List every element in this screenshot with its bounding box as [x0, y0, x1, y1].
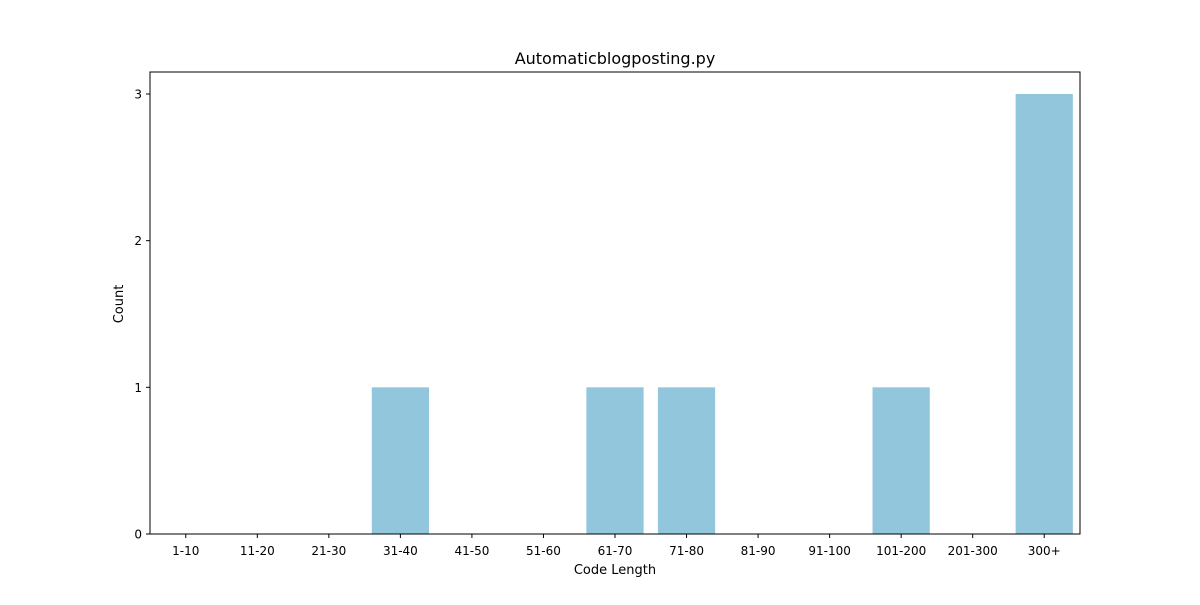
y-tick-label: 1: [134, 381, 142, 395]
x-tick-label: 1-10: [172, 544, 199, 558]
x-tick-label: 11-20: [240, 544, 275, 558]
bar-61-70: [586, 387, 644, 534]
x-axis-ticks: 1-10 11-20 21-30 31-40 41-50 51-60 61-70 71-80 8…: [172, 534, 1061, 558]
bar-300+: [1015, 94, 1073, 534]
bar-31-40: [371, 387, 429, 534]
x-tick-label: 61-70: [598, 544, 633, 558]
chart-title: Automaticblogposting.py: [515, 49, 716, 68]
y-tick-label: 0: [134, 528, 142, 542]
x-tick-label: 300+: [1028, 544, 1061, 558]
x-tick-label: 91-100: [808, 544, 851, 558]
plot-area-frame: [149, 71, 1081, 535]
x-tick-label: 21-30: [311, 544, 346, 558]
y-tick-label: 2: [134, 234, 142, 248]
x-tick-label: 51-60: [526, 544, 561, 558]
x-axis-label: Code Length: [574, 563, 656, 578]
x-tick-label: 201-300: [948, 544, 998, 558]
y-tick-label: 3: [134, 88, 142, 102]
bars-group: [371, 94, 1073, 534]
y-axis-label: Count: [112, 285, 127, 324]
x-tick-label: 81-90: [741, 544, 776, 558]
x-tick-label: 31-40: [383, 544, 418, 558]
y-axis-ticks: 0 1 2 3: [134, 88, 150, 542]
bar-101-200: [872, 387, 930, 534]
x-tick-label: 41-50: [454, 544, 489, 558]
x-tick-label: 71-80: [669, 544, 704, 558]
x-tick-label: 101-200: [876, 544, 926, 558]
bar-71-80: [657, 387, 716, 534]
